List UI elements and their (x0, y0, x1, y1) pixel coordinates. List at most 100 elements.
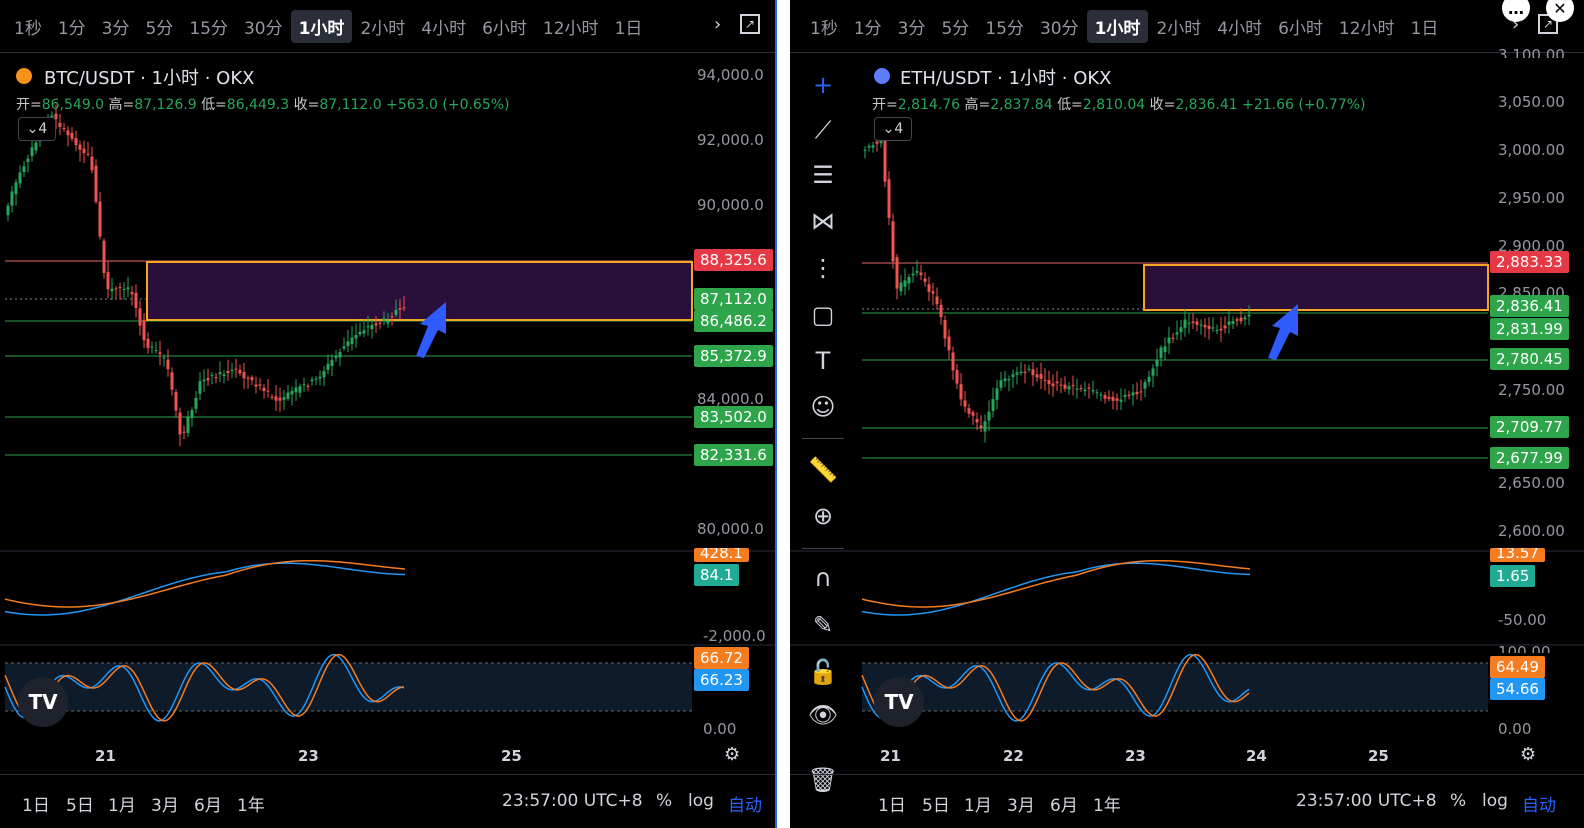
tf-15m[interactable]: 15分 (189, 18, 228, 39)
tf-5m[interactable]: 5分 (145, 18, 174, 39)
macd-histogram-bar (945, 575, 947, 578)
macd-histogram-bar (73, 575, 75, 580)
fullscreen-icon[interactable]: ↗ (740, 14, 760, 34)
open-label: 开= (16, 97, 42, 113)
macd-histogram-bar (271, 575, 273, 580)
crosshair-icon[interactable]: + (812, 71, 834, 99)
tf-30m[interactable]: 30分 (243, 18, 283, 39)
range-1d[interactable]: 1日 (22, 796, 50, 816)
symbol-title[interactable]: BTC/USDT · 1小时 · OKX (44, 68, 255, 89)
tf-15m[interactable]: 15分 (985, 18, 1024, 39)
tf-1m[interactable]: 1分 (853, 18, 882, 39)
range-6m[interactable]: 6月 (1050, 796, 1078, 816)
trash-icon[interactable]: 🗑 (807, 766, 839, 794)
tf-1d[interactable]: 1日 (614, 18, 643, 39)
unlock-icon[interactable]: 🔓 (808, 658, 838, 686)
tf-12h[interactable]: 12小时 (1338, 18, 1395, 39)
indicators-toggle[interactable]: ⌄ 4 (18, 117, 56, 141)
gann-icon[interactable]: ⋮ (811, 254, 835, 282)
range-5d[interactable]: 5日 (922, 796, 950, 816)
candle-body (134, 292, 138, 309)
tf-1d[interactable]: 1日 (1410, 18, 1439, 39)
percent-toggle[interactable]: % (1450, 791, 1467, 811)
btc-chart-canvas[interactable] (0, 0, 777, 774)
range-1m[interactable]: 1月 (108, 796, 136, 816)
tf-5m[interactable]: 5分 (941, 18, 970, 39)
clock-time[interactable]: 23:57:00 UTC+8 (1296, 791, 1437, 811)
tf-1s[interactable]: 1秒 (810, 18, 838, 39)
eth-chart-panel[interactable]: 1秒 1分 3分 5分 15分 30分 1小时 2小时 4小时 6小时 12小时… (790, 0, 1584, 828)
range-1m[interactable]: 1月 (964, 796, 992, 816)
range-3m[interactable]: 3月 (151, 796, 179, 816)
tf-2h[interactable]: 2小时 (360, 18, 406, 39)
tf-30m[interactable]: 30分 (1039, 18, 1079, 39)
ruler-icon[interactable]: 📏 (808, 456, 838, 484)
range-1d[interactable]: 1日 (878, 796, 906, 816)
range-3m[interactable]: 3月 (1007, 796, 1035, 816)
tf-6h[interactable]: 6小时 (1278, 18, 1323, 39)
range-6m[interactable]: 6月 (194, 796, 222, 816)
trend-line-icon[interactable]: ⟋ (814, 116, 832, 144)
macd-value-tag: 1.65 (1490, 565, 1536, 587)
chevron-right-icon[interactable]: › (1512, 14, 1520, 35)
settings-gear-icon[interactable]: ⚙ (724, 744, 741, 765)
tf-12h[interactable]: 12小时 (542, 18, 599, 39)
candle-body (110, 288, 114, 292)
log-toggle[interactable]: log (1482, 791, 1508, 811)
macd-histogram-bar (885, 575, 887, 577)
macd-histogram-bar (1134, 575, 1136, 580)
candle-body (1175, 332, 1179, 335)
zoom-in-icon[interactable]: ⊕ (812, 502, 834, 530)
btc-chart-panel[interactable]: 1秒 1分 3分 5分 15分 30分 1小时 2小时 4小时 6小时 12小时… (0, 0, 777, 828)
indicators-toggle[interactable]: ⌄ 4 (874, 117, 912, 141)
tf-1s[interactable]: 1秒 (14, 18, 42, 39)
fib-icon[interactable]: ☰ (812, 161, 834, 189)
eye-icon[interactable]: 👁 (807, 701, 839, 729)
magnet-icon[interactable]: ∩ (814, 564, 832, 592)
rectangle-icon[interactable]: ▢ (811, 301, 835, 329)
tradingview-logo[interactable]: TV (18, 677, 68, 727)
chevron-right-icon[interactable]: › (714, 14, 722, 35)
tf-4h[interactable]: 4小时 (421, 18, 467, 39)
candle-body (1223, 325, 1227, 329)
text-icon[interactable]: T (815, 347, 831, 375)
candle-body (90, 156, 94, 171)
candle-body (194, 397, 198, 409)
lock-draw-icon[interactable]: ✎ (812, 611, 834, 639)
settings-gear-icon[interactable]: ⚙ (1520, 744, 1537, 765)
candle-body (979, 425, 983, 428)
macd-histogram-bar (954, 575, 956, 585)
symbol-title[interactable]: ETH/USDT · 1小时 · OKX (900, 68, 1112, 89)
log-toggle[interactable]: log (688, 791, 714, 811)
tf-1h[interactable]: 1小时 (290, 9, 353, 43)
range-5d[interactable]: 5日 (66, 796, 94, 816)
tf-1h[interactable]: 1小时 (1086, 9, 1149, 43)
tf-4h[interactable]: 4小时 (1217, 18, 1263, 39)
auto-scale-toggle[interactable]: 自动 (1522, 796, 1556, 816)
more-options-icon[interactable]: … (1502, 0, 1530, 22)
tradingview-logo[interactable]: TV (874, 677, 924, 727)
macd-histogram-bar (352, 568, 354, 575)
candle-body (142, 320, 146, 341)
macd-histogram-bar (328, 573, 330, 575)
tf-6h[interactable]: 6小时 (482, 18, 527, 39)
level-price-tag: 86,486.2 (694, 310, 773, 332)
eth-chart-canvas[interactable] (790, 0, 1584, 774)
macd-histogram-bar (85, 575, 87, 579)
auto-scale-toggle[interactable]: 自动 (728, 796, 762, 816)
range-1y[interactable]: 1年 (1093, 796, 1121, 816)
tf-1m[interactable]: 1分 (57, 18, 86, 39)
range-1y[interactable]: 1年 (237, 796, 265, 816)
percent-toggle[interactable]: % (656, 791, 673, 811)
tf-2h[interactable]: 2小时 (1156, 18, 1202, 39)
candle-body (66, 130, 70, 136)
emoji-icon[interactable]: ☺ (810, 393, 836, 421)
candle-body (1047, 380, 1051, 385)
clock-time[interactable]: 23:57:00 UTC+8 (502, 791, 643, 811)
tf-3m[interactable]: 3分 (101, 18, 130, 39)
close-icon[interactable]: ✕ (1546, 0, 1574, 22)
candle-body (1051, 383, 1055, 387)
pattern-icon[interactable]: ⋈ (811, 207, 835, 235)
candle-body (1219, 328, 1223, 331)
tf-3m[interactable]: 3分 (897, 18, 926, 39)
